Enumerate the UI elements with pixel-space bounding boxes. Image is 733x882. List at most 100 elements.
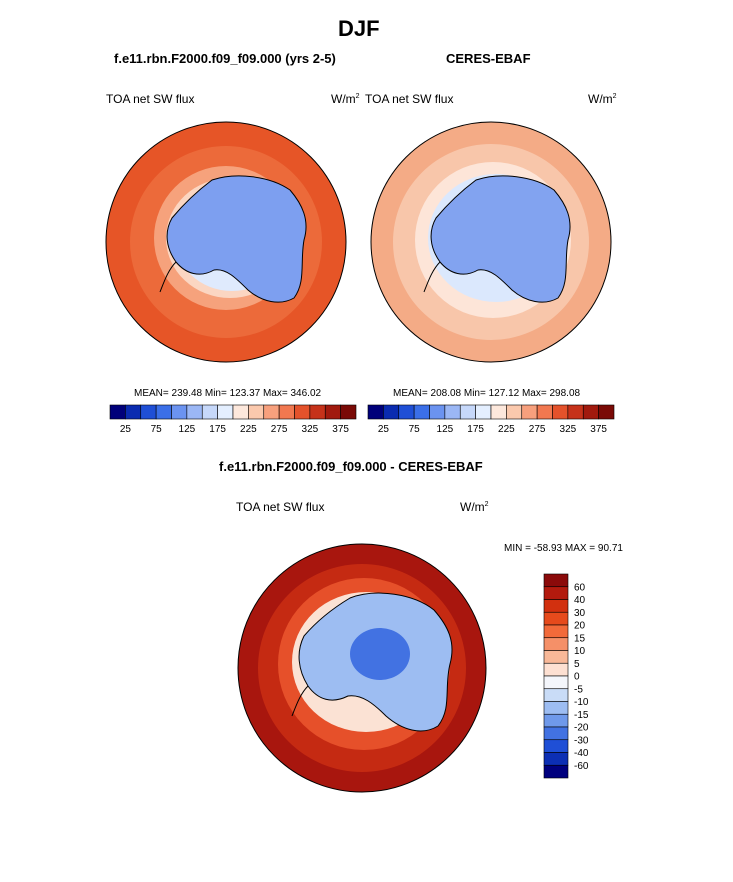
- difference-title: f.e11.rbn.F2000.f09_f09.000 - CERES-EBAF: [219, 459, 483, 474]
- model-colorbar-swatch: [294, 404, 311, 420]
- difference-colorbar-tick-label: -15: [574, 710, 589, 721]
- obs-colorbar-swatch: [383, 404, 400, 420]
- obs-colorbar-swatch: [582, 404, 599, 420]
- obs-map-antarctica: [430, 175, 571, 303]
- difference-colorbar-tick-label: -5: [574, 684, 583, 695]
- obs-colorbar-tick-label: 325: [560, 424, 577, 435]
- model-colorbar-tick-label: 25: [120, 424, 132, 435]
- right-units-label: W/m2: [588, 92, 617, 106]
- obs-colorbar-tick-label: 75: [409, 424, 421, 435]
- diff-minmax: MIN = -58.93 MAX = 90.71: [504, 543, 623, 554]
- difference-colorbar-swatch: [543, 713, 569, 728]
- obs-colorbar-swatch: [475, 404, 492, 420]
- obs-colorbar-tick-label: 225: [498, 424, 515, 435]
- model-colorbar-tick-label: 225: [240, 424, 257, 435]
- page-title: DJF: [338, 16, 380, 41]
- model-colorbar-swatch: [263, 404, 280, 420]
- obs-colorbar-tick-label: 175: [467, 424, 484, 435]
- difference-colorbar-tick-label: -20: [574, 723, 589, 734]
- model-colorbar-tick-label: 275: [271, 424, 288, 435]
- model-map: [106, 122, 346, 362]
- obs-map-peninsula: [423, 261, 441, 293]
- model-colorbar-tick-label: 75: [151, 424, 163, 435]
- difference-colorbar-swatch: [543, 573, 569, 588]
- obs-colorbar-swatch: [367, 404, 384, 420]
- difference-colorbar-swatch: [543, 752, 569, 766]
- difference-colorbar-tick-label: 15: [574, 633, 586, 644]
- model-colorbar-swatch: [309, 404, 326, 420]
- obs-colorbar: 25 75 125 175 225 275 325 375: [367, 404, 615, 435]
- difference-colorbar-tick-label: -10: [574, 697, 589, 708]
- model-colorbar-swatch: [155, 404, 172, 420]
- model-map-border: [105, 121, 347, 363]
- obs-colorbar-swatch: [567, 404, 584, 420]
- difference-colorbar-tick-label: 0: [574, 672, 580, 683]
- obs-colorbar-swatch: [521, 404, 538, 420]
- obs-colorbar-tick-label: 25: [378, 424, 390, 435]
- model-colorbar-swatch: [248, 404, 265, 420]
- difference-colorbar-swatch: [543, 624, 569, 639]
- obs-colorbar-swatch: [598, 404, 615, 420]
- obs-colorbar-swatch: [536, 404, 553, 420]
- model-colorbar-swatch: [217, 404, 234, 420]
- left-variable-label: TOA net SW flux: [106, 92, 195, 106]
- obs-colorbar-swatch: [413, 404, 430, 420]
- obs-colorbar-swatch: [459, 404, 476, 420]
- model-colorbar-swatch: [201, 404, 218, 420]
- difference-map-peninsula: [291, 685, 309, 717]
- difference-colorbar-tick-label: -30: [574, 735, 589, 746]
- difference-colorbar-swatch: [543, 650, 569, 664]
- obs-map-border: [370, 121, 612, 363]
- difference-colorbar-tick-label: -40: [574, 748, 589, 759]
- left-stats: MEAN= 239.48 Min= 123.37 Max= 346.02: [134, 388, 322, 399]
- obs-colorbar-swatch: [444, 404, 461, 420]
- difference-map-border: [237, 543, 487, 793]
- left-units-label: W/m2: [331, 92, 360, 106]
- left-model-title: f.e11.rbn.F2000.f09_f09.000 (yrs 2-5): [114, 51, 336, 66]
- model-colorbar-swatch: [125, 404, 142, 420]
- model-colorbar-swatch: [186, 404, 203, 420]
- difference-map-interior-negative: [350, 628, 410, 680]
- obs-colorbar-swatch: [429, 404, 446, 420]
- difference-colorbar-swatch: [543, 739, 569, 753]
- model-map-antarctica: [166, 175, 307, 303]
- difference-colorbar-swatch: [543, 599, 569, 613]
- obs-colorbar-swatch: [490, 404, 507, 420]
- right-variable-label: TOA net SW flux: [365, 92, 454, 106]
- difference-colorbar-swatch: [543, 662, 569, 677]
- difference-colorbar-swatch: [543, 764, 569, 779]
- diff-variable-label: TOA net SW flux: [236, 500, 325, 514]
- difference-colorbar-swatch: [543, 611, 569, 626]
- model-colorbar-tick-label: 325: [302, 424, 319, 435]
- difference-colorbar-swatch: [543, 637, 569, 651]
- obs-colorbar-tick-label: 375: [590, 424, 607, 435]
- obs-colorbar-tick-label: 125: [437, 424, 454, 435]
- difference-colorbar-tick-label: 5: [574, 659, 580, 670]
- difference-colorbar-tick-label: -60: [574, 761, 589, 772]
- model-colorbar-swatch: [109, 404, 126, 420]
- model-colorbar-tick-label: 125: [179, 424, 196, 435]
- model-colorbar: 25 75 125 175 225 275 325 375: [109, 404, 357, 435]
- difference-map: [238, 544, 486, 792]
- right-stats: MEAN= 208.08 Min= 127.12 Max= 298.08: [393, 388, 581, 399]
- model-colorbar-swatch: [324, 404, 341, 420]
- difference-colorbar-swatch: [543, 675, 569, 690]
- difference-colorbar-tick-label: 10: [574, 646, 586, 657]
- difference-colorbar-tick-label: 60: [574, 582, 586, 593]
- model-colorbar-swatch: [171, 404, 188, 420]
- model-colorbar-swatch: [232, 404, 249, 420]
- model-colorbar-tick-label: 375: [332, 424, 349, 435]
- difference-colorbar-swatch: [543, 701, 569, 715]
- difference-colorbar-tick-label: 20: [574, 621, 586, 632]
- obs-colorbar-swatch: [552, 404, 569, 420]
- model-map-peninsula: [159, 261, 177, 293]
- right-model-title: CERES-EBAF: [446, 51, 531, 66]
- difference-colorbar-tick-label: 30: [574, 608, 586, 619]
- difference-colorbar-swatch: [543, 726, 569, 741]
- difference-colorbar-swatch: [543, 586, 569, 600]
- difference-colorbar-swatch: [543, 688, 569, 702]
- difference-colorbar-tick-label: 40: [574, 595, 586, 606]
- obs-map: [371, 122, 611, 362]
